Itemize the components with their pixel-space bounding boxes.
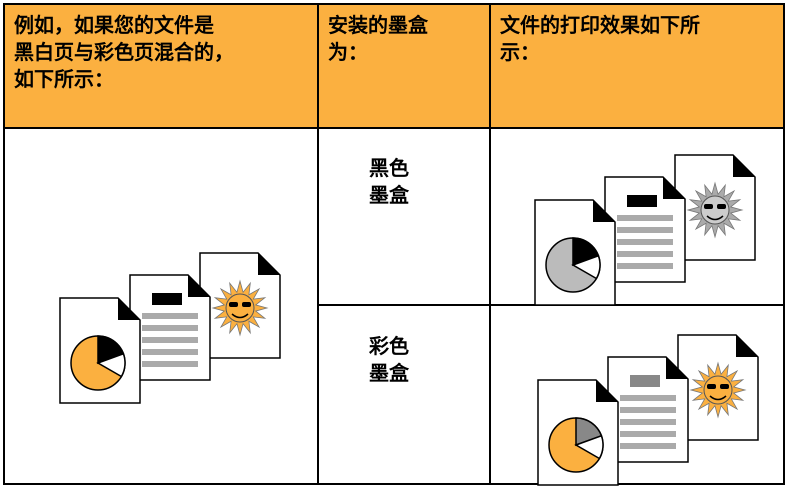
mixed-document-icon — [60, 253, 280, 403]
header-text: 文件的打印效果如下所 — [500, 13, 700, 37]
cartridge-label: 黑色 墨盒 — [354, 155, 424, 209]
header-text: 例如，如果您的文件是 — [14, 13, 214, 37]
cartridge-label: 彩色 墨盒 — [354, 333, 424, 387]
cartridge-text: 墨盒 — [369, 183, 409, 207]
header-cell: 文件的打印效果如下所 示： — [500, 12, 700, 66]
cartridge-text: 彩色 — [369, 334, 409, 358]
color-print-icon — [538, 335, 758, 485]
header-text: 为： — [328, 40, 368, 64]
header-text: 示： — [500, 40, 540, 64]
black-print-icon — [535, 155, 755, 305]
header-text: 安装的墨盒 — [328, 13, 428, 37]
cartridge-text: 黑色 — [369, 156, 409, 180]
header-cell: 安装的墨盒 为： — [328, 12, 428, 66]
table-borders — [3, 3, 785, 485]
header-bg — [4, 4, 784, 128]
header-text: 黑白页与彩色页混合的， — [14, 40, 234, 64]
cartridge-text: 墨盒 — [369, 361, 409, 385]
header-cell: 例如，如果您的文件是 黑白页与彩色页混合的， 如下所示： — [14, 12, 234, 93]
header-text: 如下所示： — [14, 67, 114, 91]
